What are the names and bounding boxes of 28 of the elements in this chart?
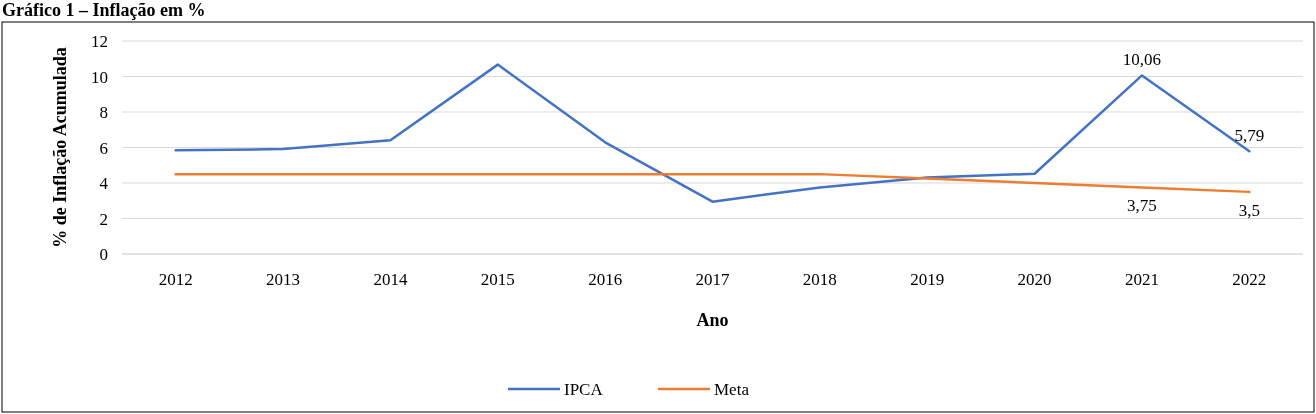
x-tick-label: 2014 [373,270,408,289]
x-tick-label: 2018 [802,270,837,289]
data-label: 10,06 [1122,50,1162,70]
y-tick-label: 10 [91,67,108,87]
legend-label: Meta [714,380,750,399]
y-tick-label: 2 [99,209,108,229]
x-tick-label: 2012 [158,270,193,289]
y-axis-title: % de Inflação Acumulada [50,47,70,248]
x-tick-label: 2019 [910,270,945,289]
x-tick-label: 2016 [588,270,623,289]
x-tick-label: 2015 [480,270,515,289]
legend-label: IPCA [564,380,604,399]
x-tick-label: 2022 [1232,270,1267,289]
x-tick-label: 2021 [1124,270,1159,289]
x-tick-label: 2013 [266,270,301,289]
y-tick-label: 0 [99,245,108,264]
y-tick-label: 8 [99,103,108,122]
line-series [174,172,1251,194]
y-tick-label: 4 [99,174,109,193]
y-tick-label: 6 [99,138,108,158]
x-axis-title: Ano [696,310,729,330]
x-tick-label: 2020 [1017,270,1052,289]
y-tick-label: 12 [91,32,108,51]
chart-title: Gráfico 1 – Inflação em % [2,0,206,20]
data-label: 3,5 [1238,200,1260,220]
x-tick-label: 2017 [695,270,730,289]
data-label: 3,75 [1127,196,1157,216]
data-label: 5,79 [1234,126,1265,146]
